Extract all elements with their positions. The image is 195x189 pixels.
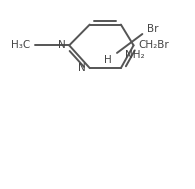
Text: N: N <box>58 40 65 50</box>
Text: N: N <box>78 63 86 73</box>
Text: H₃C: H₃C <box>11 40 30 50</box>
Text: H: H <box>104 56 112 65</box>
Text: CH₂Br: CH₂Br <box>138 40 169 50</box>
Text: Br: Br <box>147 24 159 34</box>
Text: NH₂: NH₂ <box>125 50 144 60</box>
